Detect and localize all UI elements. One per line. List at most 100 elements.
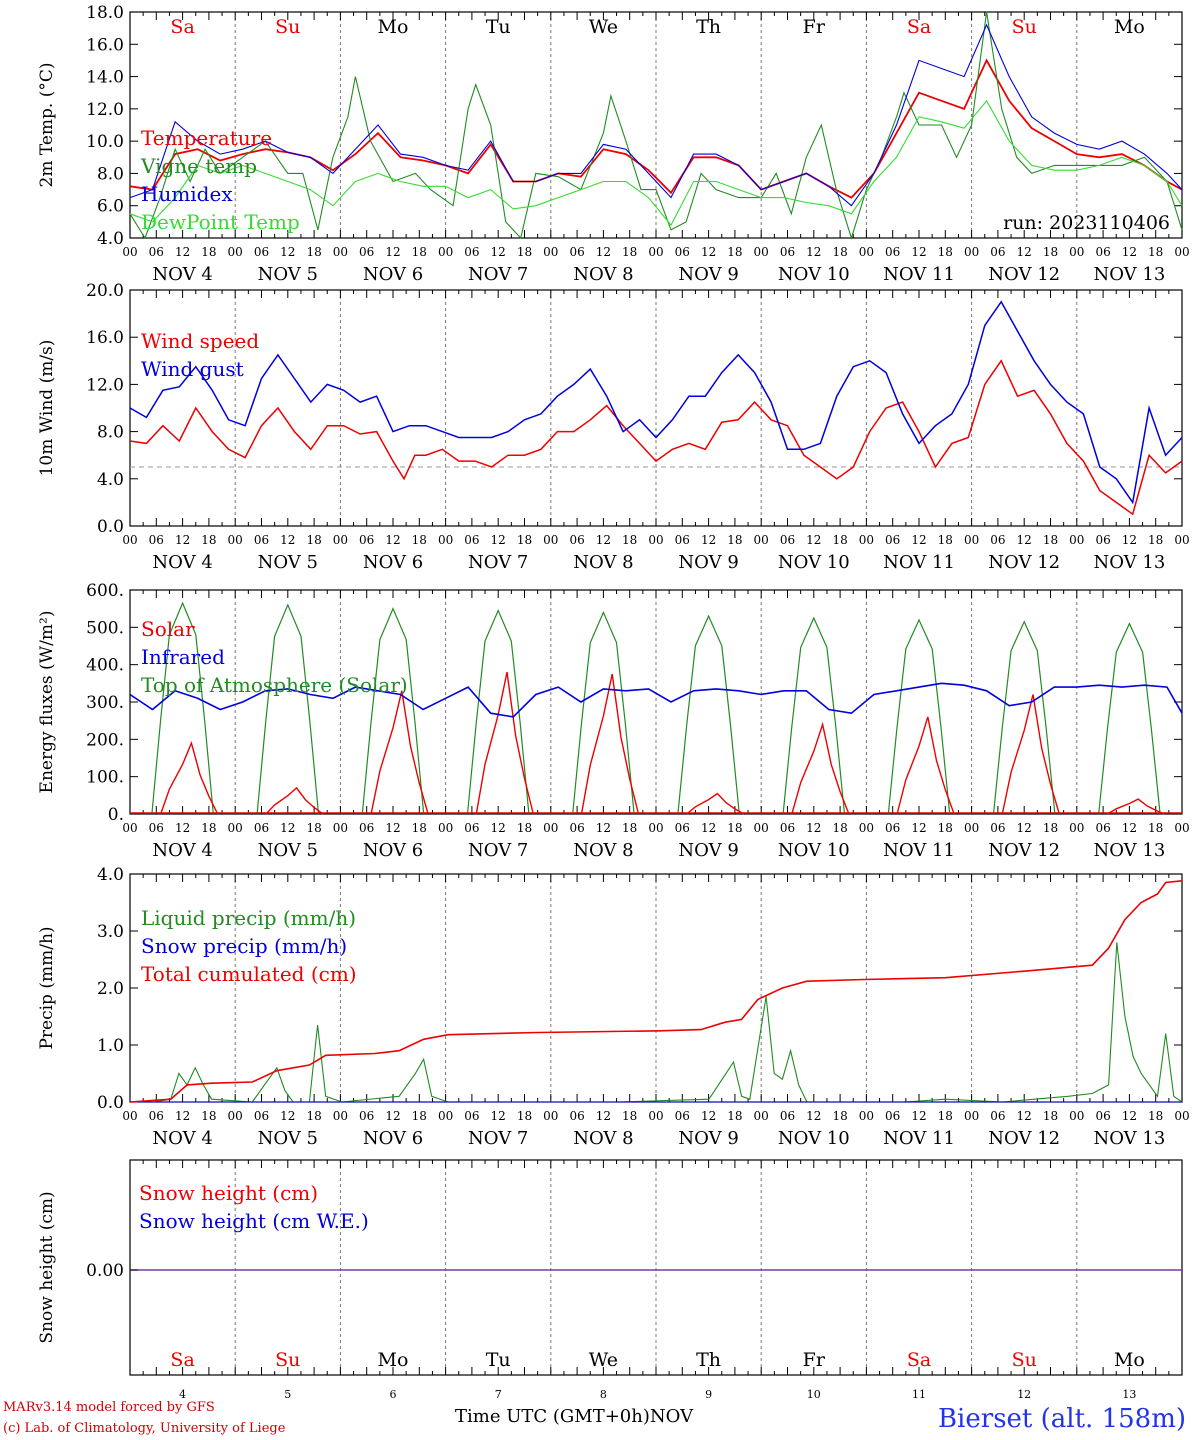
x-tick-label: 18 xyxy=(412,245,427,259)
x-tick-label: 12 xyxy=(1017,245,1032,259)
y-axis-label: Snow height (cm) xyxy=(37,1191,57,1343)
x-tick-label: 00 xyxy=(333,245,348,259)
x-tick-label: 00 xyxy=(859,821,874,835)
x-tick-label: 18 xyxy=(517,1109,532,1123)
x-tick-label: 06 xyxy=(1095,821,1110,835)
day-label: NOV 5 xyxy=(258,264,318,285)
y-tick-label: 4.0 xyxy=(97,470,124,490)
weekday-label: Mo xyxy=(1114,16,1145,38)
x-tick-label: 18 xyxy=(938,533,953,547)
weekday-label: Tu xyxy=(486,1349,511,1371)
weekday-label: Su xyxy=(1012,1349,1037,1371)
day-label: NOV 11 xyxy=(883,1128,955,1149)
month-label: NOV xyxy=(649,1406,694,1427)
x-tick-label: 18 xyxy=(412,821,427,835)
copyright: (c) Lab. of Climatology, University of L… xyxy=(3,1421,286,1436)
x-tick-label: 18 xyxy=(832,245,847,259)
day-label: NOV 12 xyxy=(988,840,1060,861)
toa-solar-peak xyxy=(466,608,530,815)
x-tick-label: 12 xyxy=(1122,533,1137,547)
x-tick-label: 06 xyxy=(464,1109,479,1123)
x-tick-label: 18 xyxy=(727,821,742,835)
x-tick-label: 18 xyxy=(1148,245,1163,259)
y-tick-label: 12.0 xyxy=(86,100,124,120)
x-tick-label: 06 xyxy=(464,533,479,547)
x-tick-label: 18 xyxy=(832,533,847,547)
day-number: 6 xyxy=(390,1388,397,1401)
weekday-label: We xyxy=(589,16,618,38)
day-number: 13 xyxy=(1122,1388,1136,1401)
x-tick-label: 12 xyxy=(1122,1109,1137,1123)
x-tick-label: 12 xyxy=(491,1109,506,1123)
y-tick-label: 8.0 xyxy=(97,423,124,443)
x-tick-label: 00 xyxy=(648,1109,663,1123)
y-tick-label: 4.0 xyxy=(97,229,124,249)
x-tick-label: 12 xyxy=(280,1109,295,1123)
solar-peak xyxy=(791,721,850,815)
x-tick-label: 12 xyxy=(911,245,926,259)
x-tick-label: 06 xyxy=(1095,245,1110,259)
x-tick-label: 00 xyxy=(333,821,348,835)
x-tick-label: 18 xyxy=(306,245,321,259)
day-label: NOV 7 xyxy=(468,1128,528,1149)
x-tick-label: 06 xyxy=(885,533,900,547)
x-tick-label: 00 xyxy=(228,533,243,547)
x-tick-label: 00 xyxy=(228,1109,243,1123)
x-tick-label: 06 xyxy=(464,821,479,835)
weekday-label: Tu xyxy=(486,16,511,38)
x-tick-label: 00 xyxy=(438,245,453,259)
x-tick-label: 12 xyxy=(701,1109,716,1123)
y-tick-label: 0.0 xyxy=(97,517,124,537)
toa-solar-peak xyxy=(887,618,951,815)
x-tick-label: 18 xyxy=(1043,1109,1058,1123)
day-label: NOV 4 xyxy=(152,264,212,285)
x-tick-label: 00 xyxy=(754,1109,769,1123)
x-tick-label: 18 xyxy=(727,245,742,259)
y-tick-label: 18.0 xyxy=(86,3,124,23)
legend-humidex: Humidex xyxy=(141,182,233,206)
x-tick-label: 12 xyxy=(175,245,190,259)
day-label: NOV 13 xyxy=(1093,1128,1165,1149)
time-label: Time UTC (GMT+0h) xyxy=(455,1406,650,1427)
solar-peak xyxy=(475,671,534,815)
toa-solar-peak xyxy=(256,603,320,815)
day-label: NOV 6 xyxy=(363,552,423,573)
x-tick-label: 12 xyxy=(701,245,716,259)
legend-liquid-precip-mm-h-: Liquid precip (mm/h) xyxy=(141,906,356,930)
series-infrared xyxy=(129,682,1183,718)
x-tick-label: 18 xyxy=(622,245,637,259)
x-tick-label: 12 xyxy=(491,533,506,547)
x-tick-label: 06 xyxy=(885,1109,900,1123)
weekday-label: Sa xyxy=(907,1349,931,1371)
x-tick-label: 00 xyxy=(1174,245,1189,259)
x-tick-label: 06 xyxy=(885,821,900,835)
x-tick-label: 12 xyxy=(806,1109,821,1123)
x-tick-label: 00 xyxy=(438,1109,453,1123)
x-tick-label: 00 xyxy=(754,821,769,835)
y-tick-label: 3.0 xyxy=(97,922,124,942)
x-tick-label: 18 xyxy=(1043,245,1058,259)
x-tick-label: 06 xyxy=(780,533,795,547)
solar-peak xyxy=(265,786,324,815)
panel-3 xyxy=(129,589,1183,815)
y-tick-label: 20.0 xyxy=(86,281,124,301)
x-tick-label: 12 xyxy=(385,245,400,259)
x-tick-label: 12 xyxy=(175,533,190,547)
solar-peak xyxy=(1001,694,1060,815)
day-number: 8 xyxy=(600,1388,607,1401)
x-tick-label: 12 xyxy=(1122,821,1137,835)
day-label: NOV 4 xyxy=(152,1128,212,1149)
x-tick-label: 00 xyxy=(648,821,663,835)
x-tick-label: 06 xyxy=(780,821,795,835)
x-tick-label: 18 xyxy=(832,821,847,835)
day-label: NOV 13 xyxy=(1093,552,1165,573)
legend-solar: Solar xyxy=(141,617,195,641)
x-tick-label: 06 xyxy=(569,245,584,259)
weekday-label: Mo xyxy=(1114,1349,1145,1371)
day-label: NOV 7 xyxy=(468,840,528,861)
x-tick-label: 06 xyxy=(359,245,374,259)
x-tick-label: 18 xyxy=(201,1109,216,1123)
series-wind-speed xyxy=(129,359,1183,516)
x-tick-label: 06 xyxy=(359,533,374,547)
x-tick-label: 00 xyxy=(543,821,558,835)
